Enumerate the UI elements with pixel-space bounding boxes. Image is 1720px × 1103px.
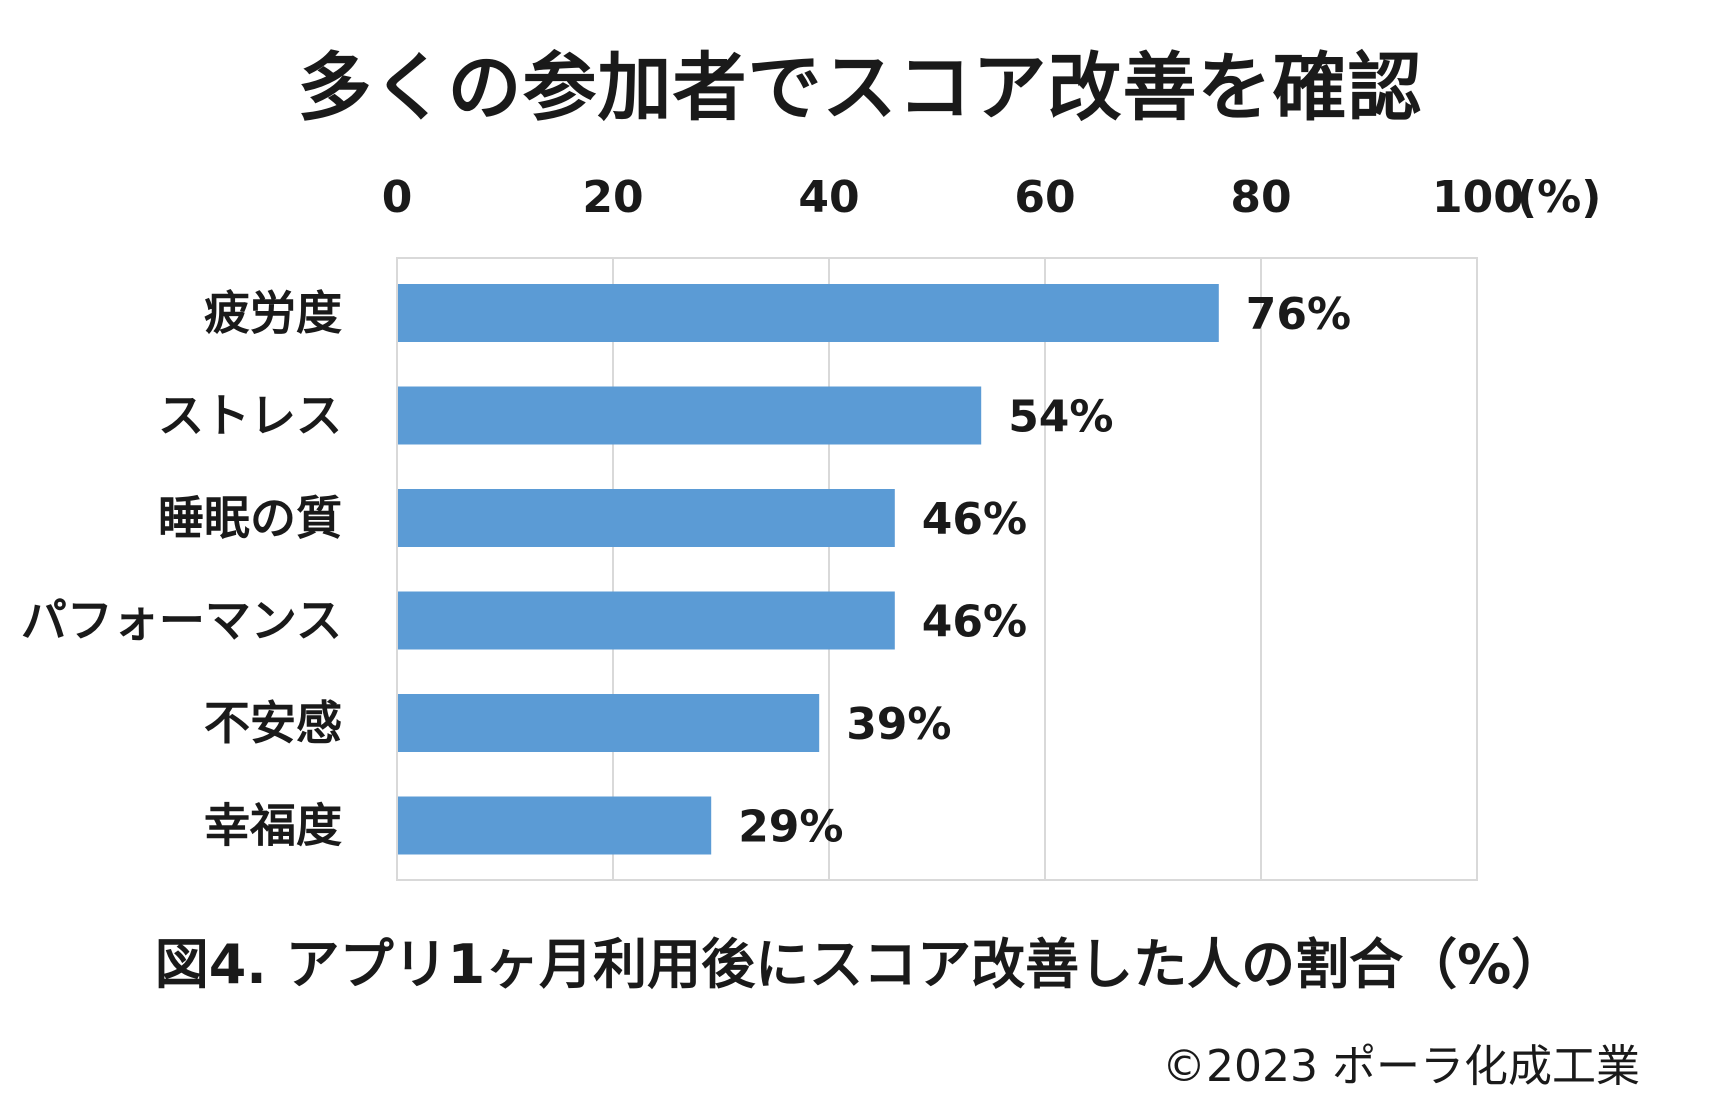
category-label: ストレス: [158, 389, 342, 443]
data-label: 46%: [922, 597, 1027, 648]
figure-caption: 図4. アプリ1ヶ月利用後にスコア改善した人の割合（%）: [154, 933, 1566, 996]
gridlines: [396, 257, 1478, 881]
x-tick-label: 60: [1014, 172, 1075, 223]
data-label: 76%: [1246, 289, 1351, 340]
chart-title: 多くの参加者でスコア改善を確認: [297, 45, 1423, 131]
x-tick-label: 40: [798, 172, 859, 223]
bar: [398, 284, 1219, 342]
data-label: 39%: [846, 699, 951, 750]
category-label: 疲労度: [204, 286, 342, 340]
category-label: 睡眠の質: [158, 491, 342, 545]
bar: [398, 591, 895, 650]
bar: [398, 694, 820, 752]
category-label: 幸福度: [204, 799, 342, 853]
plot-area: [396, 257, 1478, 881]
data-label: 46%: [922, 494, 1027, 545]
data-label: 29%: [738, 802, 843, 853]
bar: [398, 386, 982, 445]
x-tick-label: 80: [1230, 172, 1291, 223]
x-tick-label: 0: [382, 172, 413, 223]
axis-unit-label: (%): [1517, 172, 1601, 223]
bars: [398, 284, 1219, 855]
copyright: ©2023 ポーラ化成工業: [1162, 1041, 1640, 1092]
x-tick-label: 20: [582, 172, 643, 223]
x-axis-ticks: 0 20 40 60 80 100(%): [382, 172, 1602, 223]
bar: [398, 489, 895, 547]
bar-chart: 0 20 40 60 80 100(%) 疲労度ストレス睡眠の質パフォーマンス不安感幸福度…: [21, 172, 1602, 881]
category-label: パフォーマンス: [21, 594, 342, 648]
category-label: 不安感: [204, 696, 342, 750]
data-label: 54%: [1008, 392, 1113, 443]
bar: [398, 796, 712, 855]
data-labels: 76% 54% 46% 46% 39% 29%: [738, 289, 1351, 853]
x-tick-label: 100: [1432, 172, 1524, 223]
